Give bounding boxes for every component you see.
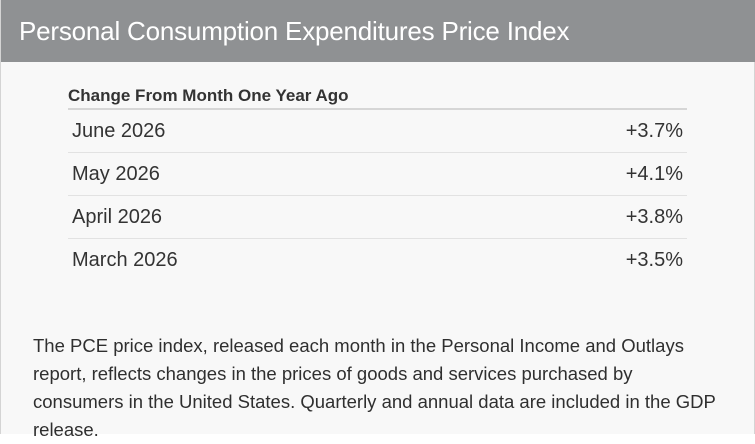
pce-change-table: Change From Month One Year Ago June 2026… [68, 84, 687, 282]
row-change: +3.7% [625, 119, 683, 142]
row-month: June 2026 [72, 119, 166, 142]
table-heading: Change From Month One Year Ago [68, 84, 687, 110]
widget-header: Personal Consumption Expenditures Price … [1, 0, 755, 62]
table-row: May 2026 +4.1% [68, 153, 687, 196]
row-month: May 2026 [72, 162, 160, 185]
row-change: +3.5% [625, 249, 683, 271]
table-row: April 2026 +3.8% [68, 196, 687, 239]
row-change: +4.1% [625, 162, 683, 185]
row-change: +3.8% [625, 205, 683, 228]
row-month: April 2026 [72, 205, 163, 228]
description-text: The PCE price index, released each month… [33, 334, 716, 440]
row-month: March 2026 [72, 249, 178, 271]
table-row: March 2026 +3.5% [68, 239, 687, 282]
widget-title: Personal Consumption Expenditures Price … [19, 16, 570, 46]
table-row: June 2026 +3.7% [68, 110, 687, 153]
